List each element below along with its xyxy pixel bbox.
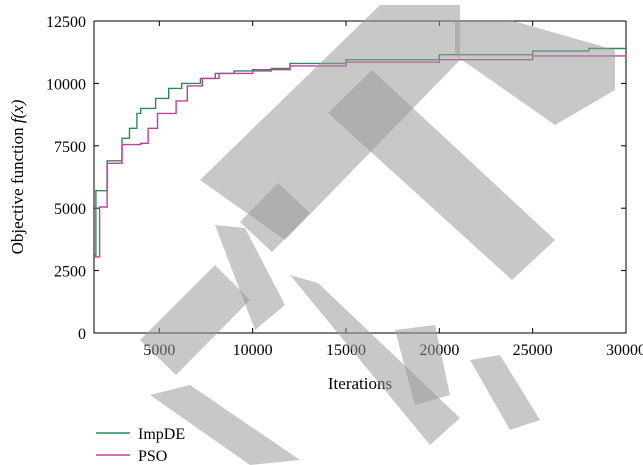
legend-label-pso: PSO — [138, 448, 167, 465]
y-axis-title: Objective function f(x) — [8, 99, 27, 254]
y-tick-label: 2500 — [54, 264, 86, 281]
y-tick-label: 10000 — [46, 76, 86, 93]
y-axis-ticks: 0 2500 5000 7500 10000 12500 — [46, 14, 626, 343]
x-tick-label: 30000 — [606, 342, 643, 359]
y-tick-label: 7500 — [54, 139, 86, 156]
legend-label-impde: ImpDE — [138, 426, 185, 443]
x-tick-label: 10000 — [233, 342, 273, 359]
legend: ImpDE PSO — [96, 426, 185, 465]
watermark — [140, 5, 615, 465]
y-tick-label: 5000 — [54, 201, 86, 218]
y-axis-title-math: f(x) — [8, 99, 27, 123]
y-tick-label: 0 — [78, 326, 86, 343]
y-tick-label: 12500 — [46, 14, 86, 31]
y-axis-title-text: Objective function — [8, 123, 27, 254]
x-tick-label: 25000 — [513, 342, 553, 359]
